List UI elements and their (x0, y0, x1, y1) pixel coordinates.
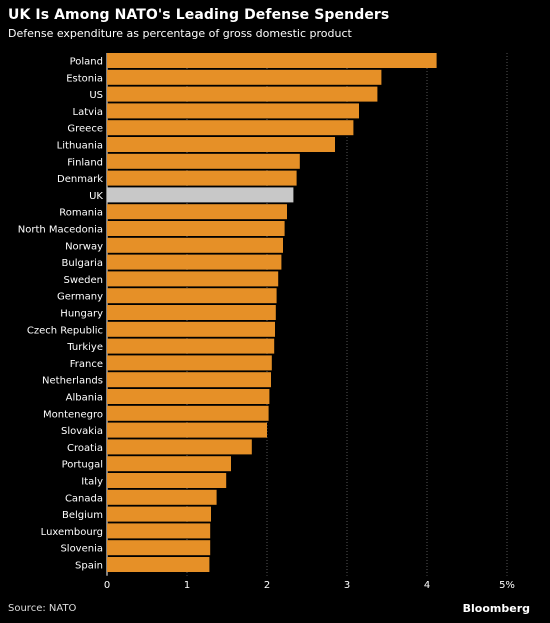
category-label: Spain (75, 561, 103, 572)
category-label: Hungary (60, 309, 103, 320)
category-label: Bulgaria (62, 258, 103, 269)
category-label: Netherlands (42, 376, 103, 387)
category-label: Germany (57, 292, 103, 303)
category-label: Greece (67, 124, 103, 135)
x-tick-label: 3 (344, 580, 350, 591)
bar-hungary (107, 305, 276, 320)
x-tick-label: 0 (104, 580, 110, 591)
bar-chart: 0 1 2 3 4 5% Poland Estonia US Latvia Greece Lithua… (18, 53, 515, 591)
bar-czech-republic (107, 321, 275, 337)
bar-denmark (107, 170, 297, 186)
category-label: Luxembourg (41, 527, 103, 538)
category-label: Poland (70, 57, 103, 68)
x-tick-label: 5% (499, 580, 515, 591)
bar-greece (107, 120, 354, 136)
bar-uk (107, 187, 294, 203)
category-label: Italy (81, 477, 103, 488)
category-label: North Macedonia (18, 225, 103, 236)
chart-title: UK Is Among NATO's Leading Defense Spend… (8, 7, 390, 23)
bar-sweden (107, 271, 279, 287)
chart-subtitle: Defense expenditure as percentage of gro… (8, 27, 352, 40)
bar-romania (107, 204, 287, 220)
bar-estonia (107, 69, 382, 85)
bar-montenegro (107, 405, 269, 421)
bar-lithuania (107, 137, 335, 152)
bar-north-macedonia (107, 221, 285, 236)
bar-turkiye (107, 338, 275, 354)
category-label: Sweden (63, 275, 103, 286)
category-label: Albania (66, 393, 103, 404)
category-label: Latvia (73, 107, 103, 118)
category-label: Finland (67, 157, 103, 168)
category-label: Denmark (57, 174, 103, 185)
bar-norway (107, 237, 283, 253)
bar-luxembourg (107, 523, 211, 539)
category-label: Montenegro (43, 409, 103, 420)
source-note: Source: NATO (8, 603, 77, 614)
brand-logo: Bloomberg (462, 602, 530, 615)
category-label: France (70, 359, 103, 370)
bar-us (107, 86, 378, 102)
bar-finland (107, 153, 300, 169)
bar-canada (107, 489, 217, 505)
category-label: UK (89, 191, 103, 202)
bar-albania (107, 389, 270, 404)
bar-spain (107, 557, 210, 572)
category-label: Turkiye (66, 342, 103, 353)
bar-germany (107, 288, 277, 304)
bar-france (107, 355, 272, 371)
bar-slovakia (107, 422, 267, 438)
category-label: Belgium (62, 510, 103, 521)
category-label: Croatia (67, 443, 103, 454)
bar-belgium (107, 506, 211, 522)
bar-poland (107, 53, 437, 68)
bar-croatia (107, 439, 252, 455)
bar-latvia (107, 103, 359, 119)
category-label: Lithuania (57, 141, 103, 152)
x-tick-label: 4 (424, 580, 430, 591)
bar-bulgaria (107, 254, 282, 270)
category-label: Romania (59, 208, 103, 219)
category-label: Slovakia (61, 426, 103, 437)
bar-slovenia (107, 540, 211, 556)
bar-italy (107, 473, 227, 488)
x-tick-label: 1 (184, 580, 190, 591)
category-label: Czech Republic (27, 325, 103, 336)
category-label: US (89, 90, 103, 101)
category-label: Norway (65, 241, 103, 252)
category-label: Canada (65, 493, 103, 504)
category-label: Estonia (66, 73, 103, 84)
x-tick-label: 2 (264, 580, 270, 591)
bar-netherlands (107, 372, 271, 388)
bar-portugal (107, 456, 231, 472)
category-label: Slovenia (60, 544, 103, 555)
category-label: Portugal (62, 460, 103, 471)
